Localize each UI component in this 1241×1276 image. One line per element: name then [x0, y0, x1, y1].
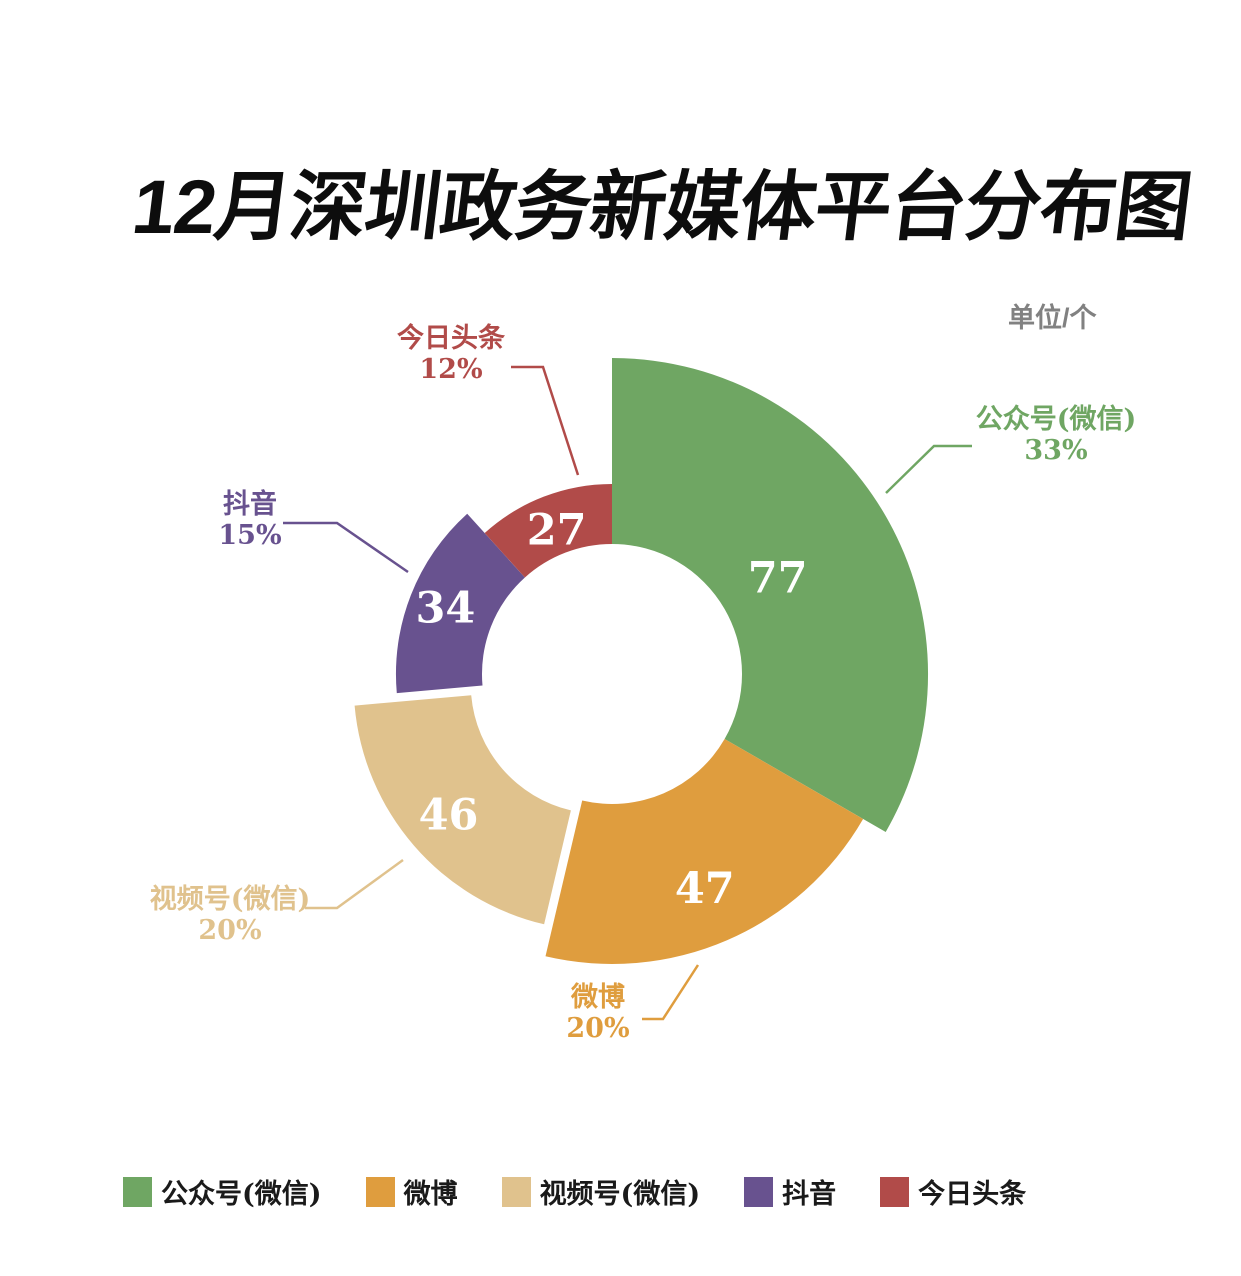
unit-label: 单位/个	[1008, 303, 1097, 333]
legend: 公众号(微信) 微博 视频号(微信) 抖音 今日头条	[123, 1172, 1026, 1211]
legend-label: 抖音	[782, 1179, 837, 1210]
leader-line-公众号(微信)	[885, 444, 972, 494]
legend-swatch-icon	[501, 1176, 531, 1207]
legend-swatch-icon	[365, 1176, 395, 1207]
legend-item-微博[interactable]: 微博	[365, 1172, 458, 1211]
slice-value-视频号(微信): 46	[419, 791, 479, 841]
slice-value-微博: 47	[675, 864, 735, 914]
legend-item-抖音[interactable]: 抖音	[744, 1172, 836, 1211]
legend-item-公众号(微信)[interactable]: 公众号(微信)	[123, 1172, 322, 1211]
legend-item-今日头条[interactable]: 今日头条	[880, 1172, 1026, 1211]
leader-line-视频号(微信)	[305, 858, 404, 910]
slice-value-公众号(微信): 77	[748, 553, 808, 603]
legend-label: 今日头条	[918, 1179, 1027, 1210]
slice-value-抖音: 34	[415, 584, 475, 634]
pie-slice-今日头条[interactable]	[484, 484, 612, 578]
legend-swatch-icon	[744, 1176, 774, 1207]
pie-slice-微博[interactable]	[545, 739, 864, 965]
leader-line-抖音	[283, 521, 409, 574]
leader-line-微博	[642, 964, 700, 1021]
legend-label: 公众号(微信)	[161, 1179, 322, 1210]
leader-line-今日头条	[511, 365, 580, 476]
legend-swatch-icon	[123, 1176, 152, 1207]
legend-swatch-icon	[880, 1176, 910, 1207]
slice-value-今日头条: 27	[527, 505, 587, 555]
pie-slice-视频号(微信)[interactable]	[354, 695, 571, 925]
pie-slice-公众号(微信)[interactable]	[612, 357, 929, 832]
legend-item-视频号(微信)[interactable]: 视频号(微信)	[501, 1172, 701, 1211]
pie-slice-抖音[interactable]	[395, 513, 525, 694]
legend-label: 视频号(微信)	[539, 1179, 701, 1210]
legend-label: 微博	[403, 1179, 458, 1210]
